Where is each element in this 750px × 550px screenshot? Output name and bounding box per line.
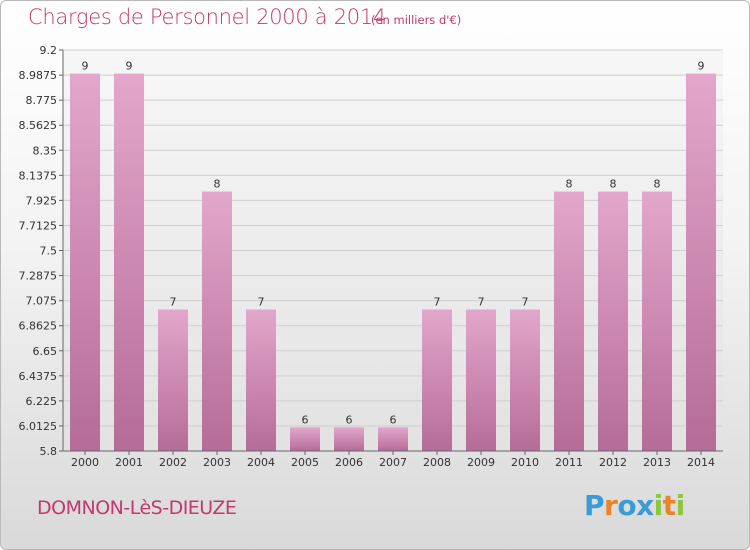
- x-tick-label: 2012: [599, 456, 627, 469]
- bar: [554, 191, 584, 451]
- data-label: 7: [434, 295, 441, 308]
- x-tick-label: 2009: [467, 456, 495, 469]
- y-tick-label: 6.0125: [19, 420, 58, 433]
- bar: [70, 73, 100, 452]
- city-name: DOMNON-LèS-DIEUZE: [37, 497, 237, 519]
- data-label: 7: [522, 295, 529, 308]
- bar: [686, 73, 716, 452]
- logo-letter: x: [636, 489, 654, 522]
- y-axis: 5.8 6.0125 6.225 6.4375 6.65 6.8625 7.075 7.287…: [19, 44, 64, 458]
- logo-letter: r: [604, 489, 618, 522]
- x-tick-label: 2005: [291, 456, 319, 469]
- y-tick-label: 6.4375: [19, 370, 58, 383]
- logo-letter: i: [653, 489, 664, 522]
- x-tick-label: 2014: [687, 456, 715, 469]
- bar: [598, 191, 628, 451]
- logo-letter: o: [617, 489, 637, 522]
- data-label: 8: [610, 178, 617, 191]
- y-tick-label: 8.9875: [19, 69, 58, 82]
- chart-title: Charges de Personnel 2000 à 2014: [28, 5, 386, 29]
- logo-letter: P: [584, 489, 605, 522]
- x-tick-label: 2011: [555, 456, 583, 469]
- x-axis: 2000 2001 2002 2003 2004 2005 2006 2007 2008 2009…: [63, 450, 723, 469]
- x-tick-label: 2008: [423, 456, 451, 469]
- y-tick-label: 8.775: [26, 94, 58, 107]
- logo-letter: t: [662, 489, 676, 522]
- data-label: 9: [82, 60, 89, 73]
- y-tick-label: 7.075: [26, 295, 58, 308]
- x-tick-label: 2001: [115, 456, 143, 469]
- data-label: 6: [302, 413, 309, 426]
- bar: [290, 427, 320, 451]
- x-tick-label: 2010: [511, 456, 539, 469]
- proxiti-logo: Proxiti: [584, 489, 685, 522]
- bar: [114, 73, 144, 452]
- bar: [642, 191, 672, 451]
- x-tick-label: 2006: [335, 456, 363, 469]
- bar: [334, 427, 364, 451]
- y-tick-label: 8.35: [33, 144, 58, 157]
- chart-subtitle: (en milliers d'€): [371, 13, 462, 27]
- bar: [510, 309, 540, 451]
- y-tick-label: 8.5625: [19, 119, 58, 132]
- bar: [246, 309, 276, 451]
- y-tick-label: 6.8625: [19, 320, 58, 333]
- y-tick-label: 6.65: [33, 345, 58, 358]
- y-tick-label: 8.1375: [19, 169, 58, 182]
- y-tick-label: 9.2: [40, 44, 58, 57]
- data-label: 9: [698, 60, 705, 73]
- bars: [70, 73, 716, 452]
- data-label: 9: [126, 60, 133, 73]
- bar: [158, 309, 188, 451]
- x-tick-label: 2004: [247, 456, 275, 469]
- data-labels: 9 9 7 8 7 6 6 6 7 7 7 8 8 8 9: [82, 60, 705, 427]
- data-label: 8: [566, 178, 573, 191]
- y-tick-label: 7.2875: [19, 270, 58, 283]
- data-label: 7: [258, 295, 265, 308]
- data-label: 8: [214, 178, 221, 191]
- data-label: 7: [170, 295, 177, 308]
- x-tick-label: 2013: [643, 456, 671, 469]
- data-label: 7: [478, 295, 485, 308]
- data-label: 6: [390, 413, 397, 426]
- y-tick-label: 5.8: [40, 445, 58, 458]
- y-tick-label: 6.225: [26, 395, 58, 408]
- bar: [422, 309, 452, 451]
- data-label: 6: [346, 413, 353, 426]
- x-tick-label: 2007: [379, 456, 407, 469]
- bar: [466, 309, 496, 451]
- y-tick-label: 7.5: [40, 245, 58, 258]
- y-tick-label: 7.925: [26, 194, 58, 207]
- x-tick-label: 2000: [71, 456, 99, 469]
- x-tick-label: 2002: [159, 456, 187, 469]
- y-tick-label: 7.7125: [19, 219, 58, 232]
- data-label: 8: [654, 178, 661, 191]
- bar: [378, 427, 408, 451]
- bar: [202, 191, 232, 451]
- logo-letter: i: [675, 489, 686, 522]
- x-tick-label: 2003: [203, 456, 231, 469]
